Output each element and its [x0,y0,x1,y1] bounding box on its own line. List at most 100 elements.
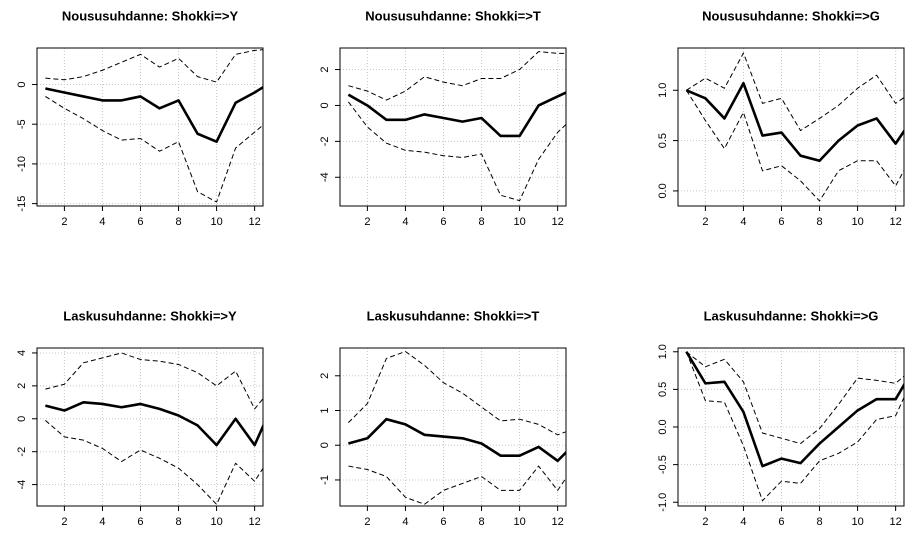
y-tick-label: 1.0 [657,344,669,359]
plot-frame [677,47,905,207]
y-tick-label: 2 [319,373,331,379]
y-tick-label: 0 [16,81,28,87]
band-line [685,351,904,502]
y-tick-label: -2 [16,447,28,457]
panel: Noususuhdanne: Shokki=>T 2 4 6 8 10 12 -4 -2 0 2 [319,8,567,228]
band-line [45,49,263,83]
band-line [45,96,263,203]
x-tick-label: 4 [99,216,105,228]
y-tick-label: -2 [319,136,331,146]
y-tick-label: -0.5 [657,455,669,474]
x-tick-label: 2 [702,216,708,228]
x-tick-label: 8 [816,516,822,528]
y-tick-label: 0 [16,416,28,422]
x-tick-label: 2 [61,516,67,528]
y-tick-label: -1.0 [657,493,669,512]
y-tick-label: 0.5 [657,133,669,148]
x-tick-label: 12 [249,516,261,528]
x-tick-label: 8 [478,516,484,528]
panel: Laskusuhdanne: Shokki=>G 2 4 6 8 10 12 -1.0 -0.5… [657,308,905,528]
y-tick-label: -5 [16,119,28,129]
band-line [347,101,566,202]
x-tick-label: 12 [552,516,564,528]
y-tick-label: -15 [16,196,28,212]
x-tick-label: 12 [890,516,902,528]
plot-frame [36,47,264,207]
x-tick-label: 8 [175,516,181,528]
x-tick-label: 10 [210,516,222,528]
y-tick-label: 1.0 [657,83,669,98]
chart-title: Laskusuhdanne: Shokki=>Y [63,308,237,323]
x-tick-label: 10 [851,516,863,528]
response-line [347,91,566,138]
panel: Noususuhdanne: Shokki=>Y 2 4 6 8 10 12 -15 -10 -5… [16,8,264,228]
band-line [348,51,566,101]
band-line [348,465,566,505]
plot-area [45,49,263,203]
y-tick-label: -10 [16,156,28,172]
x-tick-label: 10 [851,216,863,228]
chart-title: Noususuhdanne: Shokki=>T [365,8,541,23]
chart-title: Laskusuhdanne: Shokki=>T [367,308,540,323]
band-line [348,350,566,436]
band-line [685,90,904,202]
plot-area [685,52,904,202]
plot-area [685,351,904,502]
y-tick-label: -1 [319,475,331,485]
x-tick-label: 4 [99,516,105,528]
x-tick-label: 4 [402,516,408,528]
x-tick-label: 8 [478,216,484,228]
y-tick-label: 4 [16,350,28,356]
x-tick-label: 4 [402,216,408,228]
panel: Noususuhdanne: Shokki=>G 2 4 6 8 10 12 0.0 0.5 1.… [657,8,905,228]
response-line [685,81,904,163]
response-line [45,85,263,143]
x-tick-label: 12 [890,216,902,228]
plot-frame [339,347,567,507]
band-line [686,351,904,445]
y-tick-label: 2 [16,383,28,389]
x-tick-label: 2 [364,216,370,228]
x-tick-label: 6 [440,216,446,228]
y-tick-label: 0 [319,442,331,448]
x-tick-label: 6 [778,516,784,528]
y-tick-label: 0.0 [657,419,669,434]
y-tick-label: -4 [319,172,331,182]
x-tick-label: 2 [364,516,370,528]
band-line [45,352,263,410]
x-tick-label: 10 [513,516,525,528]
band-line [45,420,263,505]
response-line [685,351,904,468]
x-tick-label: 10 [210,216,222,228]
x-tick-label: 12 [552,216,564,228]
plot-area [348,350,566,505]
chart-title: Noususuhdanne: Shokki=>Y [62,8,239,23]
plot-frame [339,47,567,207]
plot-frame [36,347,264,507]
band-line [686,52,904,132]
y-tick-label: -4 [16,480,28,490]
x-tick-label: 6 [778,216,784,228]
x-tick-label: 10 [513,216,525,228]
x-tick-label: 4 [740,516,746,528]
y-tick-label: 0.0 [657,183,669,198]
plot-area [347,51,566,202]
x-tick-label: 12 [249,216,261,228]
x-tick-label: 8 [816,216,822,228]
x-tick-label: 6 [440,516,446,528]
x-tick-label: 2 [61,216,67,228]
x-tick-label: 8 [175,216,181,228]
plot-frame [677,347,905,507]
x-tick-label: 6 [137,216,143,228]
y-tick-label: 0 [319,102,331,108]
panel: Laskusuhdanne: Shokki=>Y 2 4 6 8 10 12 -4 -2 0 2 4 [16,308,264,528]
y-tick-label: 0.5 [657,382,669,397]
x-tick-label: 6 [137,516,143,528]
response-line [45,401,263,447]
x-tick-label: 2 [702,516,708,528]
chart-title: Laskusuhdanne: Shokki=>G [704,308,879,323]
x-tick-label: 4 [740,216,746,228]
y-tick-label: 2 [319,66,331,72]
